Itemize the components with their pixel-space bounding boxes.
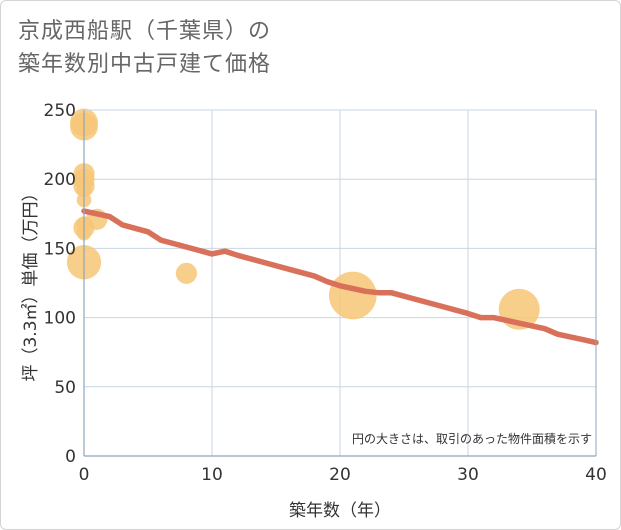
y-tick-label: 150 xyxy=(44,239,76,259)
chart-title-line-2: 築年数別中古戸建て価格 xyxy=(18,52,272,77)
y-tick-label: 100 xyxy=(44,309,76,329)
x-tick-label: 20 xyxy=(329,465,351,485)
y-tick-label: 200 xyxy=(44,170,76,190)
x-tick-label: 40 xyxy=(585,465,607,485)
bubble-size-note: 円の大きさは、取引のあった物件面積を示す xyxy=(352,431,592,446)
bubble-series xyxy=(66,108,540,330)
data-bubble xyxy=(175,262,197,284)
x-tick-label: 0 xyxy=(79,465,90,485)
x-tick-label: 30 xyxy=(457,465,479,485)
y-tick-label: 50 xyxy=(54,378,76,398)
x-axis-title: 築年数（年） xyxy=(289,501,391,521)
tick-labels: 0 50 100 150 200 250 0 10 20 30 40 xyxy=(44,101,607,485)
y-tick-label: 250 xyxy=(44,101,76,121)
trend-line-group xyxy=(81,208,599,346)
chart-title-line-1: 京成西船駅（千葉県）の xyxy=(18,19,272,44)
x-tick-label: 10 xyxy=(201,465,223,485)
y-axis-title: 坪（3.3㎡）単価（万円） xyxy=(21,184,41,381)
data-bubble xyxy=(329,271,377,320)
chart-title: 京成西船駅（千葉県）の 築年数別中古戸建て価格 xyxy=(18,15,271,81)
y-tick-label: 0 xyxy=(65,447,76,467)
axes xyxy=(83,109,597,457)
trend-line xyxy=(81,208,599,346)
